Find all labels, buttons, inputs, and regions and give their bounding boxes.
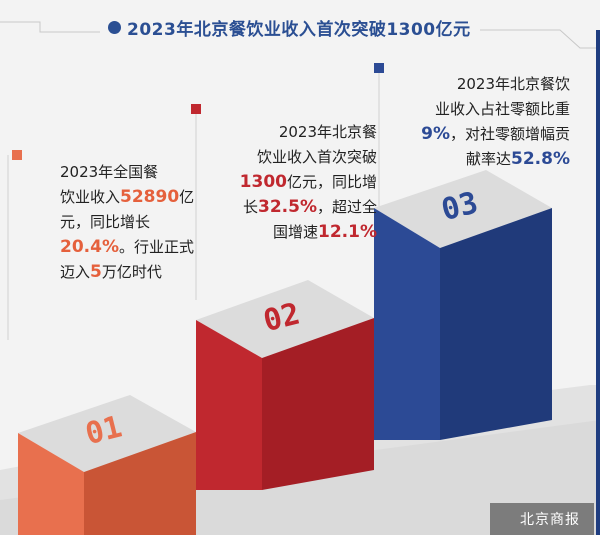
text-segment: 饮业收入 [60,188,121,206]
text-segment: 万亿时代 [101,263,162,281]
highlight-value: 32.5% [258,197,317,217]
text-line: 9%，对社零额增幅贡 [390,122,570,147]
highlight-value: 52.8% [511,149,570,169]
square-marker-icon-01 [12,150,22,160]
footer-bar [490,503,594,535]
text-block-03: 2023年北京餐饮 业收入占社零额比重 9%，对社零额增幅贡 献率达52.8% [390,72,570,172]
highlight-value: 1300 [239,172,287,192]
highlight-value: 12.1% [318,222,377,242]
text-segment: 。行业正式 [118,238,194,256]
highlight-value: 5 [90,262,102,282]
text-line: 饮业收入52890亿 [60,185,200,210]
text-line: 2023年全国餐 [60,160,200,185]
right-edge-bar [596,30,600,535]
text-segment: ，对社零额增幅贡 [449,125,570,143]
text-segment: 饮业收入首次突破 [256,148,377,166]
text-segment: 2023年全国餐 [60,163,159,181]
text-segment: 亿元，同比增 [286,173,377,191]
source-label: 北京商报 [520,512,580,528]
text-line: 长32.5%，超过全 [212,195,377,220]
text-line: 2023年北京餐饮 [390,72,570,97]
highlight-value: 9% [421,124,450,144]
text-line: 业收入占社零额比重 [390,97,570,122]
text-line: 迈入5万亿时代 [60,260,200,285]
square-marker-icon-03 [374,63,384,73]
text-line: 1300亿元，同比增 [212,170,377,195]
cube-01: 01 [18,395,196,535]
text-line: 2023年北京餐 [212,120,377,145]
highlight-value: 52890 [120,187,180,207]
title-bullet-icon [108,20,121,34]
text-block-01: 2023年全国餐 饮业收入52890亿 元，同比增长 20.4%。行业正式 迈入5万亿时… [60,160,200,285]
title-row: 2023年北京餐饮业收入首次突破1300亿元 [108,12,471,42]
text-line: 饮业收入首次突破 [212,145,377,170]
text-segment: 长 [242,198,258,216]
text-line: 献率达52.8% [390,147,570,172]
text-segment: 业收入占社零额比重 [434,100,570,118]
text-segment: 2023年北京餐 [278,123,377,141]
text-block-02: 2023年北京餐 饮业收入首次突破 1300亿元，同比增 长32.5%，超过全 国增速1… [212,120,377,245]
text-segment: 元，同比增长 [60,213,151,231]
text-segment: ，超过全 [316,198,377,216]
text-segment: 2023年北京餐饮 [456,75,570,93]
cube-number-01: 01 [82,409,126,452]
text-segment: 国增速 [273,223,319,241]
text-line: 元，同比增长 [60,210,200,235]
cube-03: 03 [374,170,552,440]
cube-number-03: 03 [438,185,482,228]
page-title: 2023年北京餐饮业收入首次突破1300亿元 [127,19,471,40]
highlight-value: 20.4% [60,237,119,257]
text-segment: 迈入 [60,263,91,281]
cube-number-02: 02 [260,296,304,339]
square-marker-icon-02 [191,104,201,114]
cube-02: 02 [196,280,374,490]
text-segment: 亿 [179,188,195,206]
text-segment: 献率达 [466,150,512,168]
text-line: 国增速12.1% [212,220,377,245]
text-line: 20.4%。行业正式 [60,235,200,260]
